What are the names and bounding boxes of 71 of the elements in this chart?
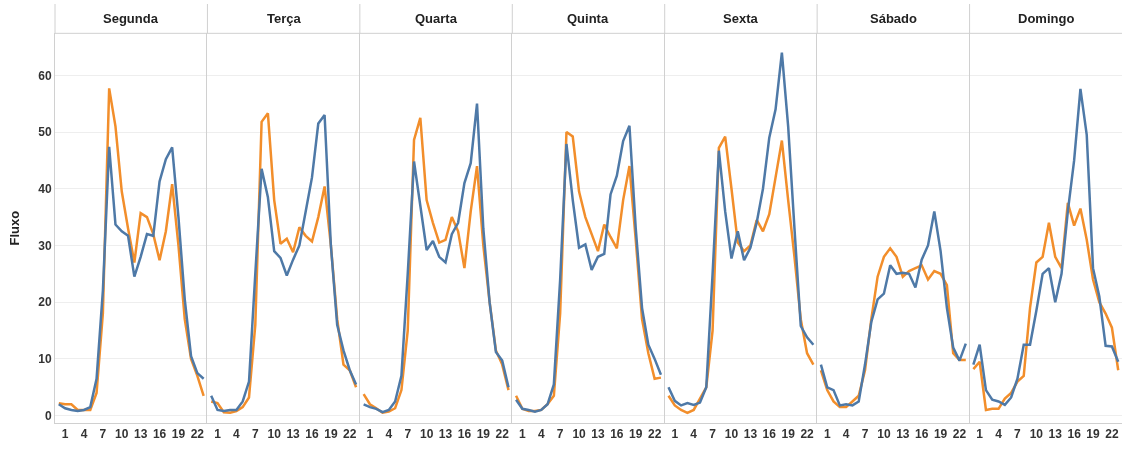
chart-title: Segunda: [103, 11, 159, 26]
x-tick-label: 16: [152, 427, 167, 442]
x-tick-label: 4: [842, 427, 850, 442]
x-tick-label: 7: [861, 427, 869, 442]
x-tick-label: 22: [1105, 427, 1119, 442]
x-tick-label: 1: [976, 427, 984, 442]
x-tick-label: 4: [995, 427, 1003, 442]
x-tick-label: 22: [952, 427, 967, 442]
y-tick-label: 0: [44, 408, 52, 423]
y-tick-label: 20: [38, 295, 52, 310]
x-tick-label: 22: [495, 427, 510, 442]
x-tick-label: 10: [877, 427, 891, 442]
x-tick-label: 10: [724, 427, 739, 442]
x-tick-label: 4: [80, 427, 88, 442]
x-tick-label: 16: [762, 427, 777, 442]
x-tick-label: 10: [572, 427, 587, 442]
x-tick-label: 10: [1029, 427, 1044, 442]
y-tick-label: 10: [38, 352, 52, 367]
x-tick-label: 13: [743, 427, 758, 442]
y-tick-label: 40: [38, 181, 52, 196]
x-tick-label: 1: [671, 427, 679, 442]
x-tick-label: 1: [519, 427, 527, 442]
x-tick-label: 22: [190, 427, 205, 442]
x-tick-label: 4: [690, 427, 698, 442]
x-tick-label: 7: [709, 427, 717, 442]
chart-title: Quarta: [415, 11, 458, 26]
x-tick-label: 19: [171, 427, 186, 442]
x-tick-label: 10: [267, 427, 282, 442]
chart-title: Quinta: [567, 11, 609, 26]
x-tick-label: 19: [1086, 427, 1101, 442]
x-tick-label: 7: [404, 427, 412, 442]
x-tick-label: 19: [629, 427, 643, 442]
chart-title: Domingo: [1018, 11, 1075, 26]
x-tick-label: 22: [343, 427, 357, 442]
x-tick-label: 16: [305, 427, 319, 442]
chart-title: Sábado: [870, 11, 918, 26]
x-tick-label: 16: [915, 427, 929, 442]
y-tick-label: 30: [38, 238, 52, 253]
x-tick-label: 19: [933, 427, 948, 442]
x-tick-label: 13: [438, 427, 453, 442]
y-axis-title: Fluxo: [7, 210, 23, 246]
chart-title: Sexta: [723, 11, 759, 26]
x-tick-label: 13: [896, 427, 910, 442]
x-tick-label: 4: [385, 427, 393, 442]
x-tick-label: 4: [233, 427, 241, 442]
x-tick-label: 7: [1014, 427, 1022, 442]
x-tick-label: 1: [366, 427, 374, 442]
x-tick-label: 16: [610, 427, 624, 442]
x-tick-label: 13: [133, 427, 148, 442]
x-tick-label: 16: [457, 427, 472, 442]
x-tick-label: 7: [556, 427, 564, 442]
x-tick-label: 13: [1048, 427, 1063, 442]
x-tick-label: 19: [476, 427, 491, 442]
x-tick-label: 22: [647, 427, 662, 442]
x-tick-label: 19: [324, 427, 338, 442]
x-tick-label: 1: [823, 427, 831, 442]
chart-title: Terça: [267, 11, 302, 26]
x-tick-label: 22: [800, 427, 815, 442]
x-tick-label: 7: [251, 427, 259, 442]
x-tick-label: 10: [115, 427, 129, 442]
x-tick-label: 4: [537, 427, 545, 442]
x-tick-label: 7: [99, 427, 107, 442]
x-tick-label: 19: [781, 427, 796, 442]
x-tick-label: 1: [214, 427, 222, 442]
y-tick-label: 50: [38, 125, 52, 140]
x-tick-label: 16: [1067, 427, 1082, 442]
x-tick-label: 13: [286, 427, 301, 442]
x-tick-label: 1: [61, 427, 69, 442]
x-tick-label: 13: [591, 427, 605, 442]
x-tick-label: 10: [419, 427, 434, 442]
y-tick-label: 60: [38, 68, 52, 83]
